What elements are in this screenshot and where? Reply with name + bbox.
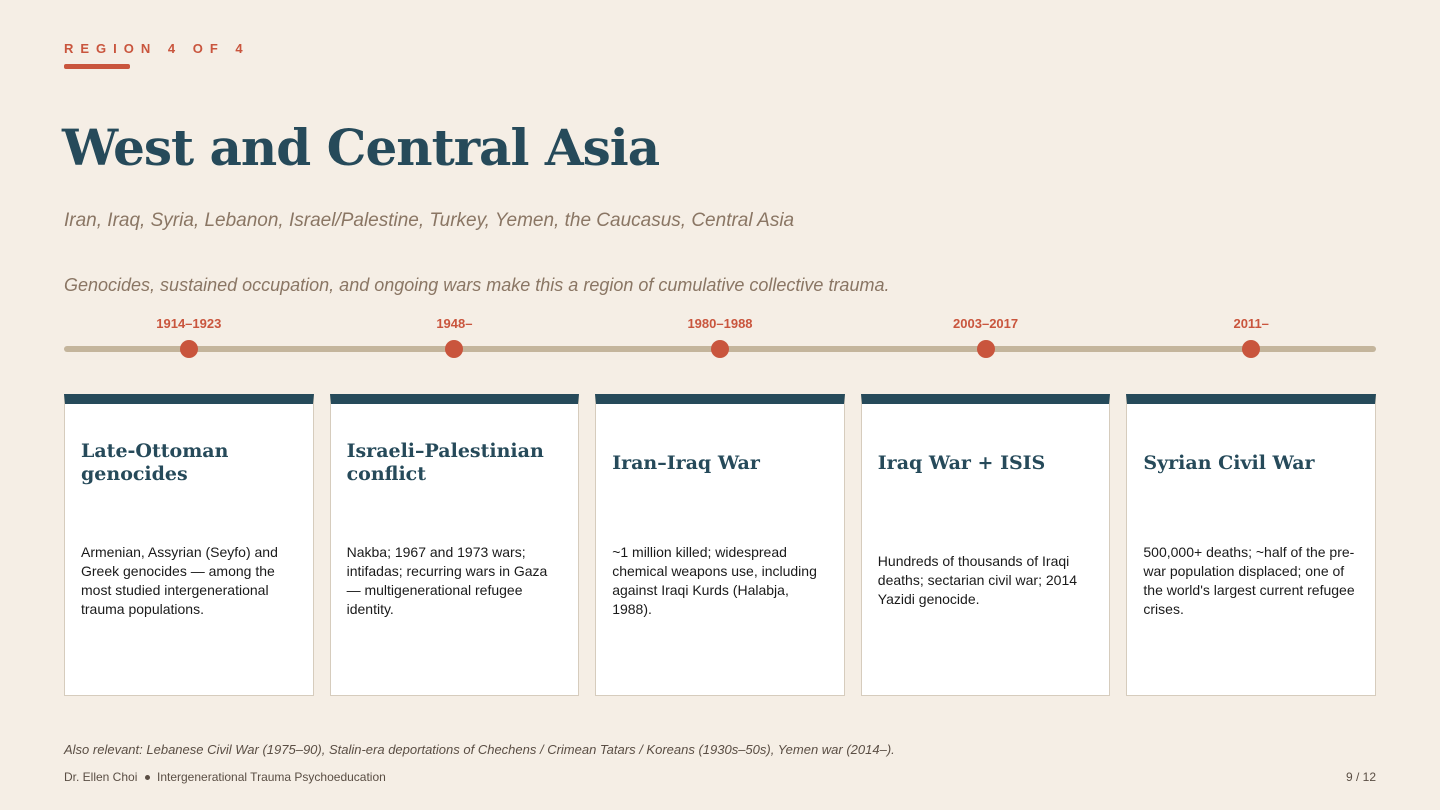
event-card: Iran–Iraq War ~1 million killed; widespre… [595,394,845,696]
footer-course: Intergenerational Trauma Psychoeducation [157,770,386,784]
card-body: 500,000+ deaths; ~half of the pre-war po… [1127,506,1375,695]
page-number: 9 / 12 [1345,770,1376,784]
timeline-date: 2011– [1233,316,1269,331]
timeline-dot [445,340,464,358]
timeline-dot [1242,340,1261,358]
title: West and Central Asia [62,118,660,177]
timeline-dot [179,340,198,358]
card-body: Nakba; 1967 and 1973 wars; intifadas; re… [331,506,579,695]
footer-separator [145,775,150,780]
card-text: ~1 million killed; widespread chemical w… [612,543,817,617]
card-text: Hundreds of thousands of Iraqi deaths; s… [877,553,1078,607]
timeline-date: 1980–1988 [687,316,753,331]
card-title: Israeli–Palestinian conflict [346,440,544,485]
card-text: Nakba; 1967 and 1973 wars; intifadas; re… [346,543,548,617]
card-title: Iran–Iraq War [612,451,760,474]
timeline-dot [976,340,995,358]
eyebrow: REGION 4 OF 4 [64,41,250,56]
timeline-date: 2003–2017 [953,316,1019,331]
card-title: Iraq War + ISIS [877,451,1046,474]
event-card: Late-Ottoman genocides Armenian, Assyrian… [64,394,314,696]
footer-author: Dr. Ellen Choi [64,770,138,784]
lead: Genocides, sustained occupation, and ong… [64,275,890,295]
card-title: Syrian Civil War [1143,451,1315,474]
card-body: Hundreds of thousands of Iraqi deaths; s… [862,506,1110,695]
subtitle: Iran, Iraq, Syria, Lebanon, Israel/Pales… [64,210,795,231]
eyebrow-bar [64,64,130,69]
event-card: Syrian Civil War 500,000+ deaths; ~half o… [1126,394,1376,696]
card-title: Late-Ottoman genocides [81,440,229,485]
timeline-dot [711,340,729,358]
card-body: Armenian, Assyrian (Seyfo) and Greek gen… [65,506,313,695]
event-card: Iraq War + ISIS Hundreds of thousands of … [860,394,1111,696]
footnote: Also relevant: Lebanese Civil War (1975–… [64,742,895,757]
card-text: 500,000+ deaths; ~half of the pre-war po… [1143,543,1355,617]
timeline-date: 1948– [436,316,473,331]
card-text: Armenian, Assyrian (Seyfo) and Greek gen… [81,543,278,617]
timeline-date: 1914–1923 [156,316,222,331]
card-body: ~1 million killed; widespread chemical w… [596,506,844,695]
event-card: Israeli–Palestinian conflict Nakba; 1967 … [329,394,580,696]
